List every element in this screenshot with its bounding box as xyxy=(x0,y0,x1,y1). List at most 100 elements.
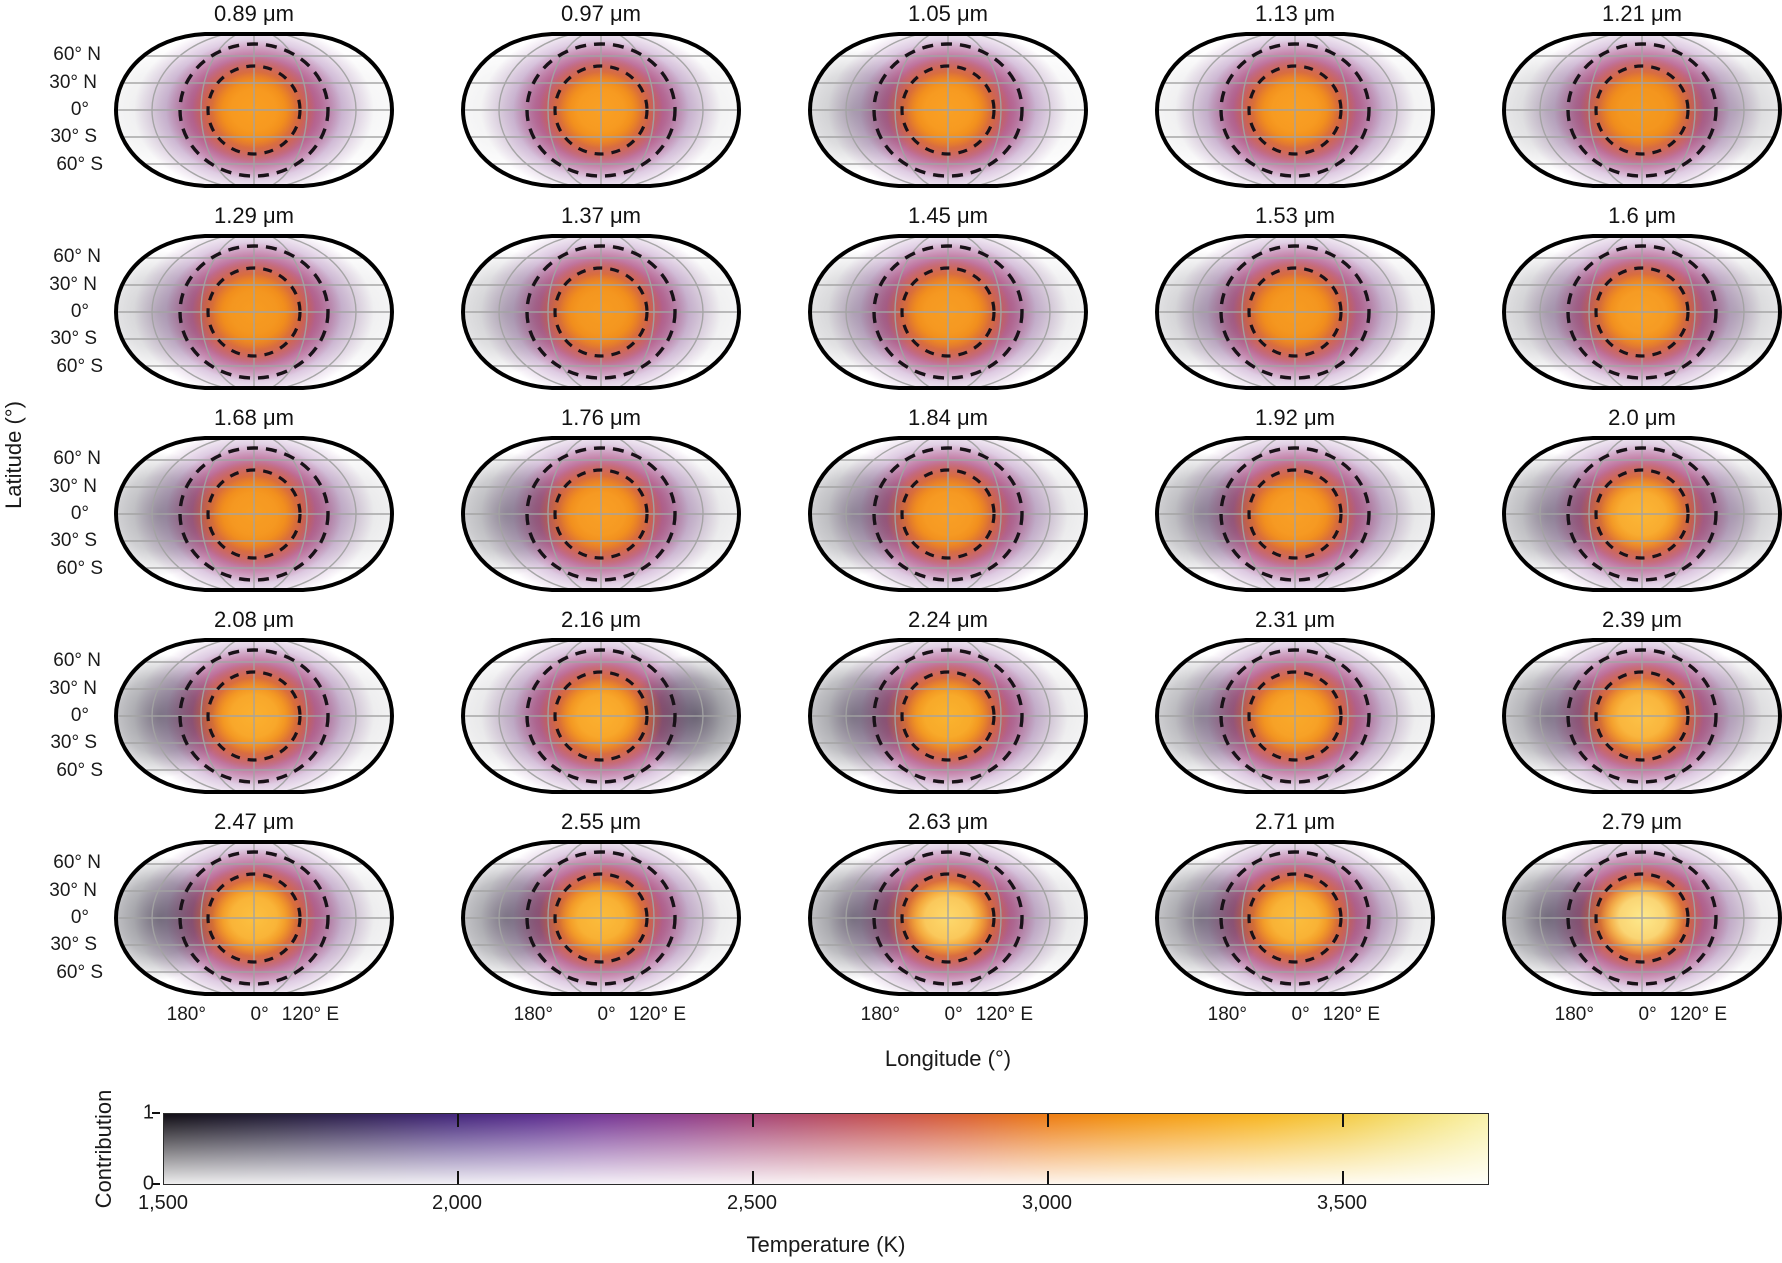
longitude-tick: 0° xyxy=(1638,1004,1657,1025)
panel-title: 1.6 μm xyxy=(1608,203,1676,228)
latitude-tick-labels: 60° N 30° N 0° 30° S 60° S xyxy=(1,28,105,192)
contribution-contours xyxy=(178,446,330,582)
contribution-contours xyxy=(872,244,1024,380)
panel-title: 2.39 μm xyxy=(1602,607,1682,632)
panel-title: 1.84 μm xyxy=(908,405,988,430)
map-panel xyxy=(113,436,395,592)
colorbar-gradient xyxy=(163,1113,1489,1185)
map-panel xyxy=(113,638,395,794)
contribution-contours xyxy=(1566,42,1718,178)
latitude-tick-labels: 60° N 30° N 0° 30° S 60° S xyxy=(1,230,105,394)
contribution-contours xyxy=(1219,244,1371,380)
graticule xyxy=(810,640,1086,792)
wavelength-panel: 1.05 μm xyxy=(807,2,1089,192)
map-panel xyxy=(113,234,395,390)
contribution-contours xyxy=(1219,648,1371,784)
latitude-tick: 60° N xyxy=(53,246,101,268)
graticule xyxy=(116,438,392,590)
wavelength-panel: 1.13 μm xyxy=(1154,2,1436,192)
latitude-tick: 30° S xyxy=(50,530,97,552)
map-panel xyxy=(1154,32,1436,188)
wavelength-panel: 2.71 μm xyxy=(1154,810,1436,1025)
map-panel xyxy=(460,436,742,592)
contribution-contours xyxy=(525,648,677,784)
map-panel xyxy=(1501,436,1782,592)
contribution-contours xyxy=(872,446,1024,582)
wavelength-panel: 2.47 μm xyxy=(49,809,395,1025)
wavelength-panel: 2.16 μm xyxy=(460,608,742,798)
graticule xyxy=(1157,34,1433,186)
panel-title: 1.21 μm xyxy=(1602,1,1682,26)
graticule xyxy=(463,34,739,186)
map-panel xyxy=(1501,638,1782,794)
latitude-tick: 30° S xyxy=(50,732,97,754)
wavelength-panel: 0.97 μm xyxy=(460,2,742,192)
latitude-tick: 60° N xyxy=(53,650,101,672)
contribution-contours xyxy=(1219,850,1371,986)
map-panel xyxy=(113,840,395,996)
panel-title: 2.0 μm xyxy=(1608,405,1676,430)
latitude-tick: 30° S xyxy=(50,934,97,956)
graticule xyxy=(1504,438,1780,590)
latitude-tick: 30° N xyxy=(49,879,97,901)
colorbar-xtick-mark-top xyxy=(1047,1114,1049,1127)
map-panel xyxy=(807,436,1089,592)
wavelength-panel: 1.92 μm xyxy=(1154,406,1436,596)
longitude-tick: 180° xyxy=(513,1004,553,1025)
panel-title: 2.55 μm xyxy=(561,809,641,834)
map-panel xyxy=(460,234,742,390)
panel-title: 1.53 μm xyxy=(1255,203,1335,228)
latitude-tick: 30° N xyxy=(49,273,97,295)
graticule xyxy=(116,640,392,792)
contribution-contours xyxy=(178,244,330,380)
graticule xyxy=(1157,842,1433,994)
colorbar-ytick-mark-top xyxy=(152,1112,160,1114)
latitude-tick: 60° S xyxy=(56,961,103,983)
panel-title: 1.92 μm xyxy=(1255,405,1335,430)
contribution-contours xyxy=(525,244,677,380)
longitude-tick: 120° E xyxy=(281,1004,340,1025)
longitude-tick-labels: 180° 0° 120° E xyxy=(1154,1004,1436,1030)
panel-title: 2.47 μm xyxy=(214,809,294,834)
wavelength-panel: 0.89 μm xyxy=(49,2,395,192)
longitude-tick-labels: 180° 0° 120° E xyxy=(113,1004,395,1030)
colorbar-xtick-mark-bottom xyxy=(1342,1171,1344,1184)
latitude-tick: 0° xyxy=(70,503,89,524)
colorbar-xtick-label: 3,500 xyxy=(1316,1192,1368,1214)
colorbar-contribution-tick-1: 1 xyxy=(142,1101,154,1124)
contribution-contours xyxy=(872,648,1024,784)
map-outline xyxy=(460,638,742,794)
wavelength-panel: 1.45 μm xyxy=(807,204,1089,394)
longitude-tick-labels: 180° 0° 120° E xyxy=(1501,1004,1782,1030)
panel-title: 1.45 μm xyxy=(908,203,988,228)
longitude-tick: 0° xyxy=(1291,1004,1310,1025)
latitude-tick: 60° S xyxy=(56,153,103,175)
longitude-tick-labels: 180° 0° 120° E xyxy=(807,1004,1089,1030)
graticule xyxy=(1504,842,1780,994)
panel-grid: 0.89 μm xyxy=(49,1,1782,1025)
longitude-tick: 120° E xyxy=(975,1004,1034,1025)
latitude-tick: 30° S xyxy=(50,328,97,350)
map-outline xyxy=(113,638,395,794)
latitude-tick: 60° N xyxy=(53,448,101,470)
longitude-tick: 0° xyxy=(250,1004,269,1025)
map-outline xyxy=(113,32,395,188)
colorbar-xtick-mark-bottom xyxy=(457,1171,459,1184)
map-panel xyxy=(460,840,742,996)
longitude-tick-labels: 180° 0° 120° E xyxy=(460,1004,742,1030)
panel-title: 1.68 μm xyxy=(214,405,294,430)
panel-title: 1.29 μm xyxy=(214,203,294,228)
contribution-contours xyxy=(525,42,677,178)
colorbar-xtick-mark-top xyxy=(1342,1114,1344,1127)
colorbar-temperature-label: Temperature (K) xyxy=(746,1232,906,1257)
wavelength-panel: 2.39 μm xyxy=(1501,608,1782,798)
map-outline xyxy=(113,840,395,996)
panel-title: 1.13 μm xyxy=(1255,1,1335,26)
map-outline xyxy=(1501,840,1782,996)
colorbar-contribution-tick-0: 0 xyxy=(142,1172,154,1195)
map-outline xyxy=(113,436,395,592)
map-outline xyxy=(807,840,1089,996)
contribution-contours xyxy=(872,42,1024,178)
longitude-tick: 180° xyxy=(166,1004,206,1025)
map-outline xyxy=(807,32,1089,188)
